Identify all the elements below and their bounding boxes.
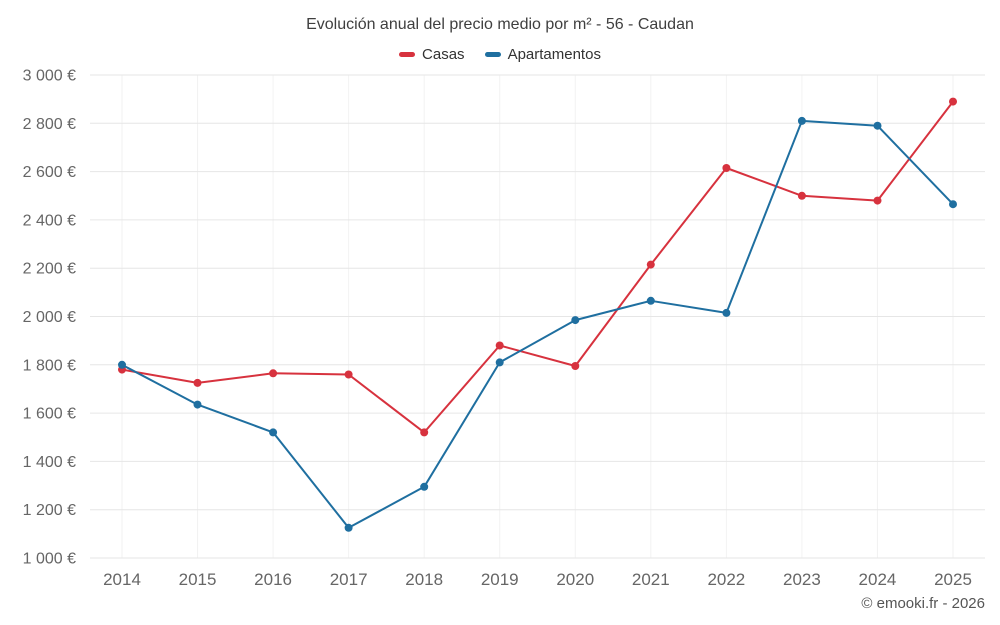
y-tick-label-1000: 1 000 € [23, 551, 76, 568]
point-apartamentos-2023 [797, 116, 806, 125]
y-tick-label-2200: 2 200 € [23, 261, 76, 278]
point-casas-2017 [344, 370, 353, 379]
point-casas-2020 [571, 362, 580, 370]
x-tick-label-2014: 2014 [103, 570, 141, 589]
y-tick-label-1800: 1 800 € [23, 357, 76, 374]
x-tick-label-2023: 2023 [783, 570, 821, 589]
chart-title: Evolución anual del precio medio por m² … [306, 16, 694, 33]
x-tick-label-2021: 2021 [632, 570, 670, 589]
point-casas-2015 [193, 378, 202, 387]
x-tick-label-2016: 2016 [254, 570, 292, 589]
point-casas-2022 [722, 164, 731, 172]
point-apartamentos-2016 [269, 428, 278, 437]
series-line-casas [121, 100, 954, 434]
y-tick-label-2400: 2 400 € [23, 212, 76, 229]
x-tick-label-2017: 2017 [330, 570, 368, 589]
point-casas-2023 [797, 191, 806, 200]
legend-item-apartamentos[interactable]: Apartamentos [484, 46, 601, 63]
point-apartamentos-2015 [193, 400, 202, 409]
x-tick-label-2022: 2022 [707, 570, 745, 589]
point-casas-2021 [646, 260, 655, 269]
legend-label-apartamentos: Apartamentos [507, 46, 601, 63]
point-casas-2016 [269, 369, 278, 378]
legend-marker-apartamentos [484, 52, 501, 57]
point-apartamentos-2020 [571, 316, 580, 325]
y-tick-label-1600: 1 600 € [23, 406, 76, 423]
point-casas-2018 [420, 428, 429, 437]
x-tick-label-2018: 2018 [405, 570, 443, 589]
point-apartamentos-2021 [646, 296, 655, 305]
point-apartamentos-2025 [949, 200, 957, 209]
x-tick-label-2025: 2025 [934, 570, 972, 589]
point-apartamentos-2024 [873, 121, 882, 130]
legend: Casas Apartamentos [0, 46, 1000, 63]
point-casas-2025 [949, 97, 957, 106]
attribution-link[interactable]: © emooki.fr - 2026 [861, 595, 985, 612]
point-casas-2024 [873, 196, 882, 205]
point-apartamentos-2017 [344, 523, 353, 532]
point-apartamentos-2018 [420, 482, 429, 491]
series-line-apartamentos [121, 119, 954, 529]
point-apartamentos-2022 [722, 308, 731, 317]
point-apartamentos-2019 [495, 358, 504, 367]
legend-marker-casas [399, 52, 416, 57]
y-tick-label-3000: 3 000 € [23, 68, 76, 85]
legend-label-casas: Casas [422, 46, 465, 63]
y-tick-label-1400: 1 400 € [23, 454, 76, 471]
x-tick-label-2020: 2020 [556, 570, 594, 589]
x-tick-label-2024: 2024 [859, 570, 897, 589]
x-tick-label-2015: 2015 [179, 570, 217, 589]
x-tick-label-2019: 2019 [481, 570, 519, 589]
y-tick-label-2800: 2 800 € [23, 116, 76, 133]
y-tick-label-2600: 2 600 € [23, 164, 76, 181]
point-casas-2019 [495, 341, 504, 350]
y-tick-label-1200: 1 200 € [23, 502, 76, 519]
legend-item-casas[interactable]: Casas [399, 46, 465, 63]
point-apartamentos-2014 [118, 360, 126, 369]
y-tick-label-2000: 2 000 € [23, 309, 76, 326]
